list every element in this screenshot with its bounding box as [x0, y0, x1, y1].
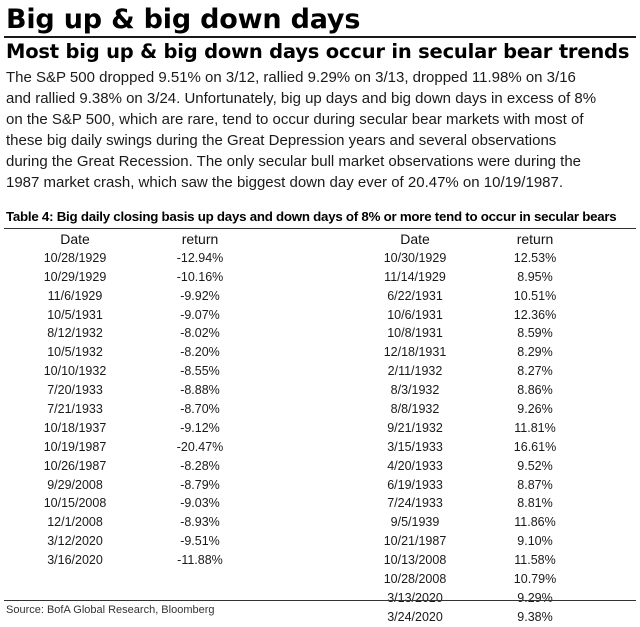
date-cell: 11/14/1929: [384, 269, 446, 284]
date-cell: 7/20/1933: [47, 383, 103, 398]
source-note: Source: BofA Global Research, Bloomberg: [6, 604, 215, 616]
date-cell: 12/1/2008: [47, 515, 103, 530]
date-cell: 10/26/1987: [43, 458, 107, 473]
return-cell: 8.29%: [517, 345, 553, 360]
return-column-header: return: [181, 231, 219, 247]
caption-divider: [4, 228, 636, 229]
return-cell: 9.52%: [517, 458, 553, 473]
date-cell: 10/10/1932: [43, 364, 107, 379]
return-cell: -12.94%: [176, 250, 224, 265]
date-cell: 10/28/1929: [43, 250, 107, 265]
return-cell: 10.79%: [513, 572, 557, 587]
footer-divider: [4, 600, 636, 601]
return-cell: -8.20%: [180, 345, 220, 360]
intro-line: and rallied 9.38% on 3/24. Unfortunately…: [6, 90, 597, 107]
return-cell: -8.88%: [180, 383, 220, 398]
return-cell: 9.38%: [517, 609, 553, 624]
return-cell: 8.86%: [517, 383, 553, 398]
intro-line: 1987 market crash, which saw the biggest…: [6, 174, 564, 191]
return-cell: 10.51%: [513, 288, 557, 303]
return-cell: 11.86%: [514, 515, 556, 530]
date-cell: 3/12/2020: [47, 534, 103, 549]
intro-line: these big daily swings during the Great …: [6, 132, 557, 149]
date-cell: 10/30/1929: [383, 250, 447, 265]
return-cell: -8.28%: [180, 458, 220, 473]
date-cell: 10/13/2008: [383, 553, 447, 568]
date-cell: 10/29/1929: [43, 269, 107, 284]
page-title: Big up & big down days: [6, 4, 361, 35]
date-cell: 8/8/1932: [390, 402, 440, 417]
return-cell: 9.10%: [517, 534, 553, 549]
intro-line: The S&P 500 dropped 9.51% on 3/12, ralli…: [6, 69, 576, 86]
date-cell: 7/21/1933: [47, 402, 103, 417]
intro-line: on the S&P 500, which are rare, tend to …: [6, 111, 584, 128]
return-cell: -9.12%: [180, 420, 220, 435]
return-cell: -9.07%: [180, 307, 220, 322]
return-cell: 9.29%: [517, 590, 553, 605]
return-cell: -8.55%: [180, 364, 220, 379]
return-cell: 8.59%: [517, 326, 553, 341]
return-cell: -8.70%: [180, 402, 220, 417]
return-cell: 8.87%: [517, 477, 553, 492]
date-cell: 2/11/1932: [387, 364, 443, 379]
date-cell: 10/6/1931: [387, 307, 443, 322]
date-cell: 3/16/2020: [47, 553, 103, 568]
date-cell: 10/19/1987: [43, 439, 107, 454]
return-cell: 11.58%: [514, 553, 556, 568]
date-cell: 10/21/1987: [383, 534, 447, 549]
return-cell: -20.47%: [176, 439, 224, 454]
intro-line: during the Great Recession. The only sec…: [6, 153, 582, 170]
date-cell: 10/15/2008: [43, 496, 107, 511]
return-cell: -9.03%: [180, 496, 220, 511]
date-cell: 12/18/1931: [383, 345, 447, 360]
date-column-header: Date: [400, 231, 430, 247]
date-cell: 3/13/2020: [387, 590, 443, 605]
return-cell: -8.93%: [180, 515, 220, 530]
return-column-header: return: [516, 231, 554, 247]
date-cell: 10/5/1932: [47, 345, 103, 360]
return-cell: 16.61%: [513, 439, 557, 454]
date-cell: 10/18/1937: [43, 420, 107, 435]
date-cell: 9/5/1939: [390, 515, 440, 530]
return-cell: -8.02%: [180, 326, 220, 341]
date-cell: 3/24/2020: [387, 609, 443, 624]
date-cell: 10/8/1931: [387, 326, 443, 341]
date-cell: 10/5/1931: [47, 307, 103, 322]
date-cell: 8/3/1932: [390, 383, 440, 398]
return-cell: 9.26%: [517, 402, 553, 417]
return-cell: -9.92%: [180, 288, 220, 303]
intro-paragraph: The S&P 500 dropped 9.51% on 3/12, ralli…: [6, 67, 634, 193]
title-divider: [4, 36, 636, 38]
return-cell: 12.53%: [513, 250, 557, 265]
date-cell: 6/19/1933: [387, 477, 443, 492]
return-cell: -10.16%: [176, 269, 224, 284]
return-cell: 12.36%: [513, 307, 557, 322]
return-cell: -8.79%: [180, 477, 220, 492]
date-cell: 8/12/1932: [47, 326, 103, 341]
return-cell: 8.95%: [517, 269, 553, 284]
return-cell: 8.81%: [517, 496, 553, 511]
date-cell: 3/15/1933: [387, 439, 443, 454]
return-cell: 8.27%: [517, 364, 553, 379]
return-cell: -9.51%: [180, 534, 220, 549]
return-cell: -11.88%: [177, 553, 223, 568]
date-cell: 4/20/1933: [387, 458, 443, 473]
date-cell: 11/6/1929: [47, 288, 103, 303]
date-column-header: Date: [60, 231, 90, 247]
date-cell: 6/22/1931: [387, 288, 443, 303]
page-subtitle: Most big up & big down days occur in sec…: [6, 40, 630, 63]
return-cell: 11.81%: [514, 420, 556, 435]
date-cell: 9/29/2008: [47, 477, 103, 492]
date-cell: 10/28/2008: [383, 572, 447, 587]
date-cell: 7/24/1933: [387, 496, 443, 511]
table-caption: Table 4: Big daily closing basis up days…: [6, 209, 617, 224]
date-cell: 9/21/1932: [387, 420, 443, 435]
